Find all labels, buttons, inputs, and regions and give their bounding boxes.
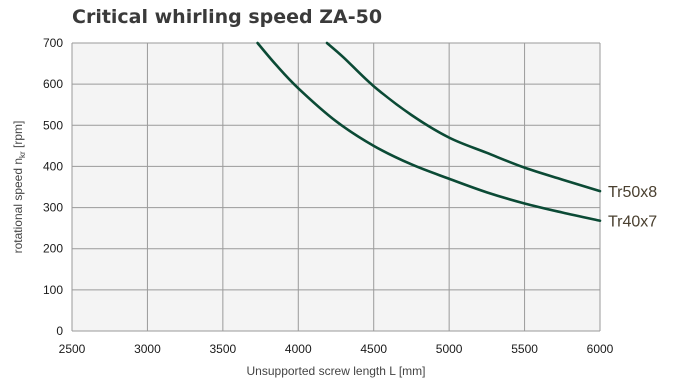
x-tick-label: 6000 (587, 342, 614, 356)
tick-labels: 2500 3000 3500 4000 4500 5000 5500 6000 0 100 200 3… (43, 36, 614, 356)
y-tick-label: 100 (43, 283, 63, 297)
x-tick-label: 3000 (134, 342, 161, 356)
series-labels: Tr50x8 Tr40x7 (608, 184, 657, 231)
plot-background (72, 43, 600, 331)
x-tick-label: 2500 (59, 342, 86, 356)
grid (71, 42, 601, 332)
y-tick-label: 400 (43, 159, 63, 173)
x-tick-label: 5000 (436, 342, 463, 356)
y-tick-label: 700 (43, 36, 63, 50)
y-axis-label-unit: [rpm] (11, 121, 25, 152)
chart-title: Critical whirling speed ZA-50 (72, 6, 383, 28)
x-tick-label: 3500 (210, 342, 237, 356)
x-tick-label: 5500 (511, 342, 538, 356)
series-line-tr40x7 (256, 41, 602, 223)
y-tick-label: 200 (43, 242, 63, 256)
x-tick-label: 4000 (285, 342, 312, 356)
series-label-tr40x7: Tr40x7 (608, 214, 657, 231)
y-tick-label: 300 (43, 201, 63, 215)
y-tick-label: 600 (43, 77, 63, 91)
x-tick-label: 4500 (360, 342, 387, 356)
y-axis-label-sub: kr (18, 151, 27, 158)
y-axis-label-main: rotational speed n (11, 158, 25, 253)
y-axis-label: rotational speed nkr [rpm] (11, 121, 27, 254)
series-label-tr50x8: Tr50x8 (608, 184, 657, 201)
y-tick-label: 0 (56, 324, 63, 338)
series-line-tr50x8 (325, 41, 602, 193)
series-lines (256, 41, 602, 223)
x-axis-label: Unsupported screw length L [mm] (247, 364, 426, 378)
y-tick-label: 500 (43, 118, 63, 132)
